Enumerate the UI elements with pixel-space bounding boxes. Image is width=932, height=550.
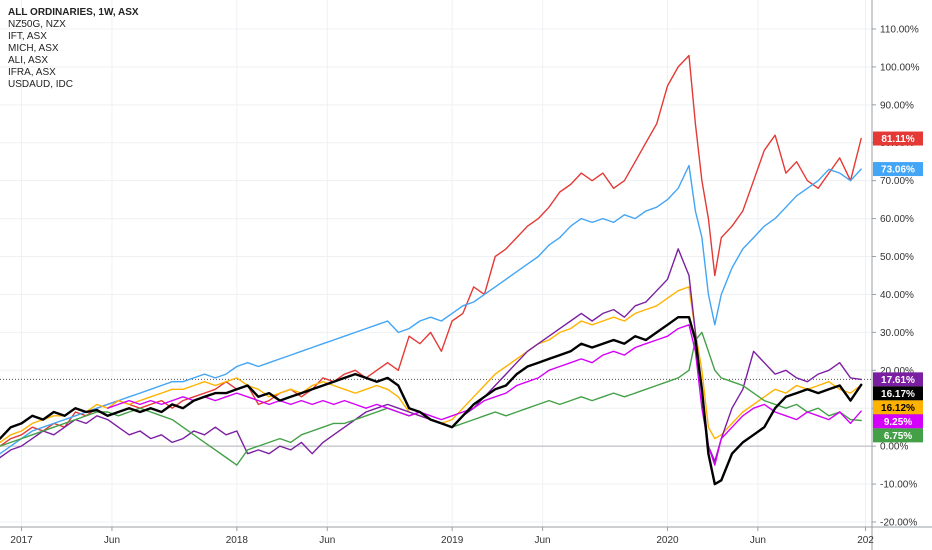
legend-item-ifra[interactable]: IFRA, ASX (8, 67, 56, 78)
x-tick-label: Jun (750, 535, 766, 546)
last-value-badge-mich (873, 400, 923, 415)
last-value-badge-ali (873, 372, 923, 387)
last-value-badge-nz50g (873, 131, 923, 146)
y-tick-label: 40.00% (880, 290, 914, 301)
y-tick-label: -10.00% (880, 480, 917, 491)
badges-layer: 81.11%73.06%17.61%16.17%1d 20h16.12%9.25… (873, 131, 923, 443)
x-tick-label: 2018 (226, 535, 249, 546)
y-tick-label: 60.00% (880, 214, 914, 225)
last-value-label-ift: 73.06% (881, 165, 915, 176)
grid-layer (0, 0, 872, 527)
series-line-usdaud (107, 324, 862, 466)
x-tick-label: Jun (535, 535, 551, 546)
legend-title[interactable]: ALL ORDINARIES, 1W, ASX (8, 7, 139, 18)
x-tick-label: 2017 (10, 535, 33, 546)
y-tick-label: 30.00% (880, 328, 914, 339)
last-value-badge-usdaud (873, 414, 923, 429)
x-tick-label: Jun (319, 535, 335, 546)
legend-item-ali[interactable]: ALI, ASX (8, 55, 48, 66)
y-tick-label: 110.00% (880, 24, 919, 35)
last-value-label-nz50g: 81.11% (881, 134, 914, 145)
last-value-badge-all-ordinaries (873, 386, 923, 401)
last-value-label-usdaud: 9.25% (884, 417, 912, 428)
series-line-ift (0, 164, 862, 455)
y-tick-label: 50.00% (880, 252, 914, 263)
legend-layer: ALL ORDINARIES, 1W, ASX NZ50G, NZX IFT, … (8, 7, 139, 90)
last-value-badge-ifra (873, 428, 923, 443)
x-tick-label: 2019 (441, 535, 464, 546)
y-tick-label: 0.00% (880, 442, 908, 453)
x-tick-label: 202 (857, 535, 874, 546)
legend-item-mich[interactable]: MICH, ASX (8, 43, 59, 54)
y-tick-label: 70.00% (880, 176, 914, 187)
y-tick-label: 90.00% (880, 100, 914, 111)
last-value-label-ali: 17.61% (881, 375, 915, 386)
x-tick-label: 2020 (656, 535, 679, 546)
last-value-label-all-ordinaries: 16.17% (881, 389, 915, 400)
last-value-label-ifra: 6.75% (884, 431, 912, 442)
y-tick-label: -20.00% (880, 518, 917, 529)
y-tick-label: 100.00% (880, 62, 920, 73)
last-value-badge-ift (873, 162, 923, 177)
x-tick-label: Jun (104, 535, 120, 546)
legend-item-nz50g[interactable]: NZ50G, NZX (8, 19, 66, 30)
series-line-nz50g (0, 54, 862, 447)
legend-item-usdaud[interactable]: USDAUD, IDC (8, 79, 73, 90)
y-tick-label: 20.00% (880, 366, 914, 377)
legend-item-ift[interactable]: IFT, ASX (8, 31, 47, 42)
last-value-label-mich: 16.12% (881, 403, 915, 414)
series-line-all-ordinaries (0, 316, 863, 486)
series-layer (0, 54, 863, 486)
